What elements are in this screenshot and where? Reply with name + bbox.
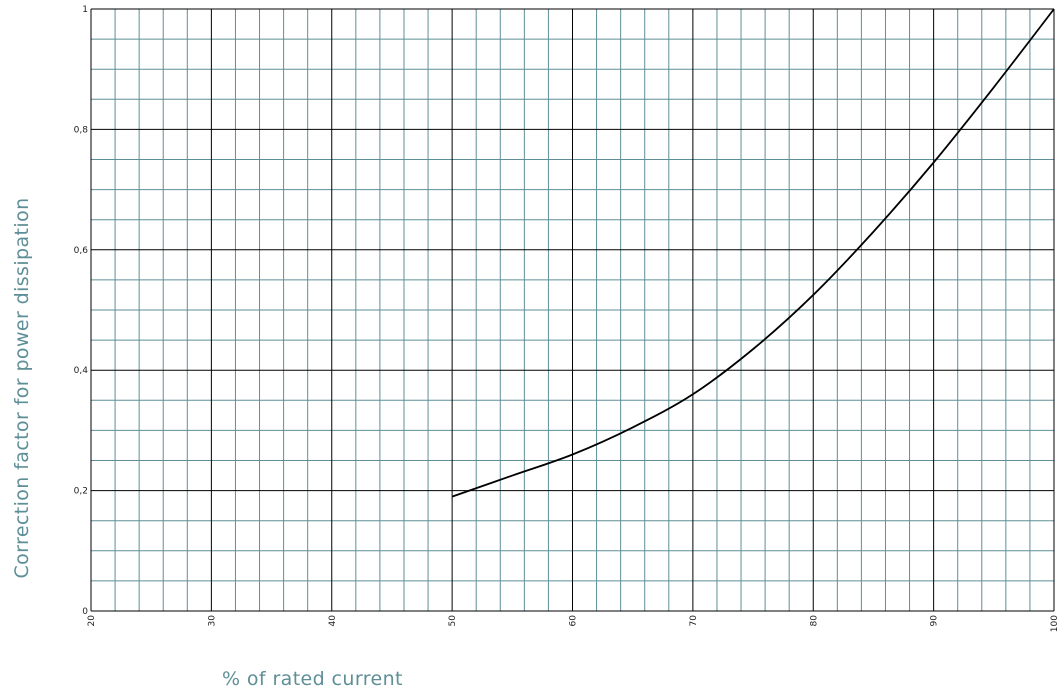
y-tick-label: 0,8	[74, 125, 89, 135]
x-tick-label: 70	[689, 615, 699, 627]
y-tick-label: 0	[82, 607, 88, 617]
x-tick-label: 20	[87, 615, 97, 627]
x-tick-labels: 20 30 40 50 60 70 80 90 100	[87, 615, 1057, 632]
x-tick-label: 80	[809, 615, 819, 627]
y-tick-label: 1	[82, 5, 88, 15]
x-tick-label: 30	[207, 615, 217, 627]
x-tick-label: 90	[930, 615, 940, 627]
minor-grid	[91, 9, 1054, 611]
y-axis-title: Correction factor for power dissipation	[11, 197, 33, 579]
x-tick-label: 40	[328, 615, 338, 627]
major-grid	[90, 8, 1055, 612]
y-axis-title-wrap: Correction factor for power dissipation	[8, 0, 36, 692]
y-tick-label: 0,4	[74, 366, 89, 376]
x-tick-label: 50	[448, 615, 458, 627]
x-axis-title: % of rated current	[222, 668, 403, 690]
series-layer	[451, 8, 1055, 498]
series-line	[451, 8, 1055, 498]
x-tick-label: 100	[1050, 615, 1057, 632]
y-tick-label: 0,2	[74, 487, 88, 497]
y-tick-labels: 0 0,2 0,4 0,6 0,8 1	[74, 5, 89, 617]
y-tick-label: 0,6	[74, 246, 89, 256]
x-tick-label: 60	[569, 615, 579, 627]
